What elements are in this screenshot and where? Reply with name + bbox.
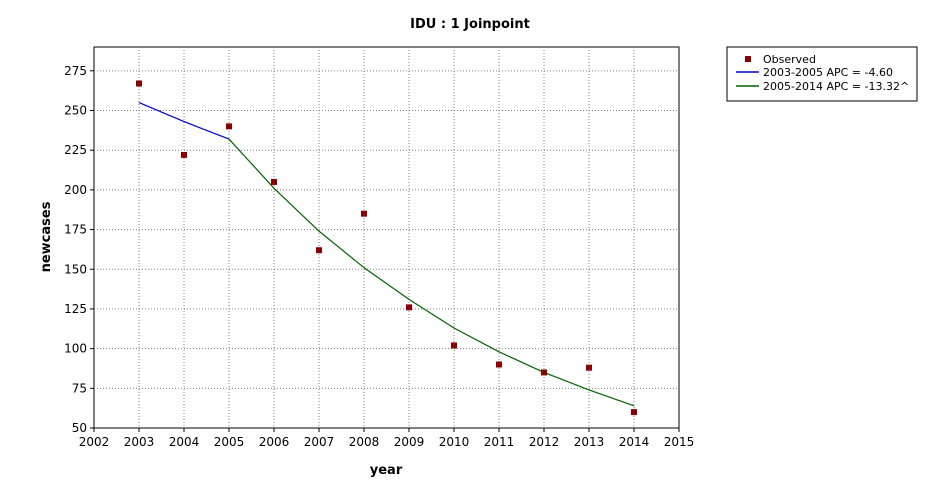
y-tick-label: 125 [64,302,87,316]
legend-series-1-label: 2003-2005 APC = -4.60 [763,66,893,79]
y-tick-label: 250 [64,104,87,118]
observed-point [631,409,637,416]
x-tick-label: 2005 [214,435,245,449]
y-tick-label: 75 [72,381,87,395]
observed-point [586,364,592,371]
x-tick-label: 2002 [79,435,110,449]
chart-title: IDU : 1 Joinpoint [410,17,530,32]
legend-observed-label: Observed [763,53,816,66]
y-tick-label: 225 [64,143,87,157]
series-lines [138,102,635,407]
observed-point [361,210,367,217]
y-axis-title: newcases [39,201,54,272]
x-tick-label: 2006 [259,435,290,449]
observed-point [316,247,322,254]
x-tick-label: 2007 [304,435,335,449]
observed-point [541,369,547,376]
x-tick-label: 2010 [439,435,470,449]
y-tick-label: 100 [64,342,87,356]
observed-point [406,304,412,311]
y-tick-label: 50 [72,421,87,435]
x-tick-label: 2013 [574,435,605,449]
y-axis-ticks: 50 75 100 125 150 175 200 225 250 275 [64,64,94,435]
x-tick-label: 2009 [394,435,425,449]
x-tick-label: 2012 [529,435,560,449]
plot-area [93,46,680,429]
legend: Observed 2003-2005 APC = -4.60 2005-2014… [726,46,918,102]
series-line-2 [228,138,635,407]
observed-points [136,80,637,416]
observed-point [181,151,187,158]
x-tick-label: 2008 [349,435,380,449]
x-tick-label: 2014 [619,435,650,449]
observed-point [451,342,457,349]
observed-point [496,361,502,368]
x-tick-label: 2011 [484,435,515,449]
x-axis-ticks: 2002 2003 2004 2005 2006 2007 2008 2009 2010 2011… [79,428,695,449]
legend-series-2-label: 2005-2014 APC = -13.32^ [763,80,909,93]
y-tick-label: 200 [64,183,87,197]
legend-box [726,46,918,102]
x-tick-label: 2004 [169,435,200,449]
observed-point [226,123,232,130]
legend-observed-marker [745,56,751,62]
x-tick-label: 2003 [124,435,155,449]
grid-lines [94,47,679,428]
x-axis-title: year [370,463,403,478]
series-line-1 [138,102,230,140]
x-tick-label: 2015 [664,435,695,449]
y-tick-label: 275 [64,64,87,78]
observed-point [271,178,277,185]
y-tick-label: 175 [64,223,87,237]
y-tick-label: 150 [64,262,87,276]
observed-point [136,80,142,87]
